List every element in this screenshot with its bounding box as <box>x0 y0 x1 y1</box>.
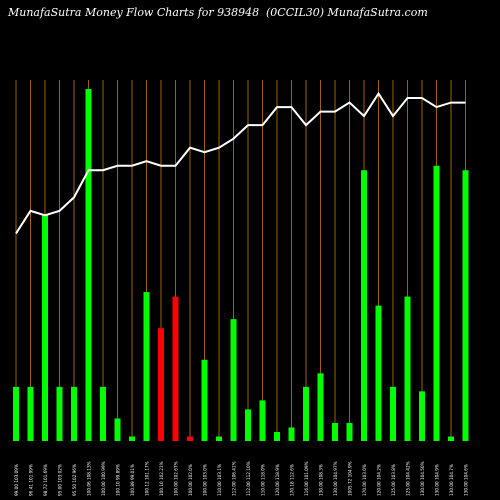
x-tick-label: 170.00 103.0% <box>362 464 367 496</box>
x-tick-label: 125.00 103.8% <box>391 464 396 496</box>
bar <box>129 436 135 441</box>
bar <box>100 386 106 441</box>
x-tick-label: 130.00 104.97% <box>333 461 338 496</box>
x-tick-label: 130.00 104.9% <box>435 464 440 496</box>
x-tick-label: 120.00 118.9% <box>275 464 280 496</box>
x-tick-label: 116.00 101.09% <box>304 461 309 496</box>
bar <box>216 436 222 441</box>
bar <box>114 418 121 441</box>
bar <box>230 319 237 441</box>
x-tick-label: 95.00 103.02% <box>58 464 63 496</box>
bar <box>274 431 280 441</box>
x-tick-label: 130.00 108.3% <box>319 464 324 496</box>
money-flow-line <box>15 91 466 234</box>
bar <box>71 386 77 441</box>
x-tick-label: 100.89 99.01% <box>130 464 135 496</box>
x-tick-label: 110.00 103.1% <box>217 464 222 496</box>
bar <box>259 400 266 441</box>
bar <box>404 296 411 441</box>
x-tick-label: 170.18 112.6% <box>290 464 295 496</box>
bar <box>448 436 454 441</box>
bar <box>462 170 469 441</box>
x-tick-label: 130.00 104.50% <box>420 461 425 496</box>
bar <box>172 296 179 441</box>
bar <box>143 292 150 441</box>
x-tick-label: 100.00 102.67% <box>174 461 179 496</box>
bar <box>332 422 338 441</box>
bar <box>433 165 440 442</box>
x-tick-label: 96.41 101.99% <box>29 464 34 496</box>
x-tick-label: 112.00 112.10% <box>246 461 251 496</box>
bar <box>13 386 19 441</box>
x-tick-label: 130.00 104.7% <box>449 464 454 496</box>
bar <box>390 386 396 441</box>
x-tick-label: 100.00 103.0% <box>203 464 208 496</box>
x-tick-label: 110.00 118.0% <box>261 464 266 496</box>
x-tick-label: 95.50 102.96% <box>72 464 77 496</box>
bar <box>303 386 309 441</box>
bar <box>317 373 324 441</box>
site-name: (0CCIL30) MunafaSutra.com <box>266 6 428 19</box>
x-tick-label: 100.00 102.0% <box>188 464 193 496</box>
bar <box>85 89 92 442</box>
chart-title: MunafaSutra Money Flow Charts for 938948 <box>8 6 260 19</box>
bar <box>158 328 164 441</box>
x-tick-label: 1005.72 104.9% <box>348 461 353 496</box>
x-tick-label: 100.06 108.13% <box>87 461 92 496</box>
bar <box>346 422 353 441</box>
bar <box>375 305 382 441</box>
bar <box>419 391 425 441</box>
x-tick-label: 99.00 103.09% <box>14 464 19 496</box>
bar <box>187 436 193 441</box>
x-tick-label: 130.00 104.6% <box>464 464 469 496</box>
x-tick-label: 125.00 104.42% <box>406 461 411 496</box>
bar <box>288 427 295 441</box>
bar <box>42 215 48 441</box>
bar <box>201 359 208 441</box>
bar <box>27 386 34 441</box>
x-tick-label: 98.72 101.69% <box>43 464 48 496</box>
x-tick-label: 100.12 101.17% <box>145 461 150 496</box>
x-tick-label: 100.10 99.89% <box>116 464 121 496</box>
bar <box>361 170 367 441</box>
x-tick-label: 112.00 106.41% <box>232 461 237 496</box>
bar <box>245 409 251 441</box>
x-tick-label: 120.00 104.2% <box>377 464 382 496</box>
x-tick-label: 100.10 102.21% <box>159 461 164 496</box>
x-tick-label: 100.00 100.99% <box>101 461 106 496</box>
bar <box>56 386 63 441</box>
